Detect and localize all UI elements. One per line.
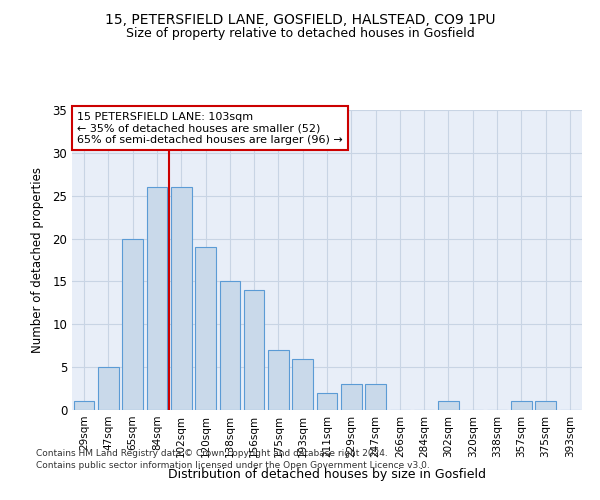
Bar: [511, 402, 532, 410]
Bar: [317, 393, 337, 410]
Bar: [244, 290, 265, 410]
Bar: [195, 247, 216, 410]
Bar: [292, 358, 313, 410]
Bar: [341, 384, 362, 410]
Bar: [146, 187, 167, 410]
Bar: [365, 384, 386, 410]
Text: 15 PETERSFIELD LANE: 103sqm
← 35% of detached houses are smaller (52)
65% of sem: 15 PETERSFIELD LANE: 103sqm ← 35% of det…: [77, 112, 343, 144]
Text: Contains public sector information licensed under the Open Government Licence v3: Contains public sector information licen…: [36, 461, 430, 470]
Bar: [220, 282, 240, 410]
Bar: [268, 350, 289, 410]
Text: 15, PETERSFIELD LANE, GOSFIELD, HALSTEAD, CO9 1PU: 15, PETERSFIELD LANE, GOSFIELD, HALSTEAD…: [105, 12, 495, 26]
Bar: [122, 238, 143, 410]
Y-axis label: Number of detached properties: Number of detached properties: [31, 167, 44, 353]
Text: Size of property relative to detached houses in Gosfield: Size of property relative to detached ho…: [125, 28, 475, 40]
X-axis label: Distribution of detached houses by size in Gosfield: Distribution of detached houses by size …: [168, 468, 486, 481]
Bar: [98, 367, 119, 410]
Bar: [74, 402, 94, 410]
Bar: [438, 402, 459, 410]
Bar: [535, 402, 556, 410]
Text: Contains HM Land Registry data © Crown copyright and database right 2024.: Contains HM Land Registry data © Crown c…: [36, 448, 388, 458]
Bar: [171, 187, 191, 410]
